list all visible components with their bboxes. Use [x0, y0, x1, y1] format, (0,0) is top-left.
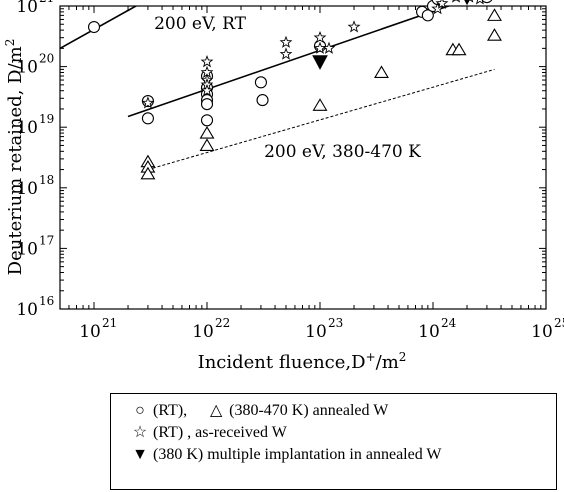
filled-down-triangle-marker-icon: ▼: [132, 446, 148, 463]
legend-label-hot: (380-470 K) annealed W: [229, 402, 389, 419]
legend-label-as-received: (RT) , as-received W: [153, 424, 287, 441]
data-point-star: [475, 0, 484, 5]
legend: ○ (RT), △ (380-470 K) annealed W ☆ (RT) …: [110, 393, 557, 490]
data-point-triangle: [451, 42, 467, 56]
data-point-star: [431, 2, 445, 15]
star-marker-icon: ☆: [132, 424, 148, 441]
x-tick-label-exponent: 24: [441, 316, 457, 330]
data-point-triangle: [312, 98, 328, 111]
y-axis-label: Deuterium retained, D/m2: [3, 39, 26, 276]
y-tick-label-exponent: 17: [39, 233, 54, 247]
y-tick-label: 10: [16, 118, 38, 138]
x-tick-label-exponent: 23: [328, 316, 343, 330]
x-tick-label-exponent: 25: [554, 316, 564, 330]
fit-line-380-470-k-fit: [147, 68, 495, 171]
fit-line-100-: [60, 6, 138, 50]
data-point-triangle: [140, 166, 156, 180]
x-tick-label: 10: [418, 322, 440, 342]
data-point-star: [452, 0, 461, 3]
y-tick-label-exponent: 18: [39, 173, 54, 187]
data-point-circle: [141, 112, 154, 125]
data-point-triangle: [374, 65, 389, 79]
data-point-circle: [200, 98, 214, 111]
data-point-star: [322, 41, 336, 54]
data-point-star: [279, 35, 293, 48]
legend-label-multiple: (380 K) multiple implantation in anneale…: [153, 446, 442, 463]
y-tick-label: 10: [16, 58, 38, 78]
y-tick-label: 10: [16, 0, 38, 17]
x-tick-label-exponent: 22: [215, 316, 230, 330]
x-tick-label: 10: [79, 322, 101, 342]
data-point-circle: [256, 94, 269, 107]
data-point-filled-down-triangle: [464, 0, 470, 6]
annotation-label: 200 eV, 380-470 K: [264, 142, 421, 162]
x-tick-label: 10: [305, 322, 327, 342]
data-point-triangle: [487, 8, 502, 21]
x-tick-label-exponent: 21: [102, 316, 117, 330]
legend-row-annealed: ○ (RT), △ (380-470 K) annealed W: [131, 400, 388, 422]
data-point-triangle: [487, 28, 502, 41]
y-tick-label-exponent: 21: [39, 0, 54, 5]
data-point-circle: [254, 76, 267, 89]
y-tick-label: 10: [16, 239, 38, 259]
data-point-star: [435, 0, 449, 9]
y-tick-label: 10: [16, 300, 38, 320]
data-point-star: [141, 96, 155, 109]
data-point-triangle: [199, 125, 215, 139]
data-point-circle: [421, 9, 434, 22]
data-point-star: [200, 83, 214, 97]
circle-marker-icon: ○: [135, 402, 145, 419]
data-point-circle: [200, 114, 214, 127]
data-point-circle: [87, 20, 101, 34]
legend-label-rt: (RT),: [153, 402, 188, 419]
legend-row-as-received: ☆ (RT) , as-received W: [131, 422, 287, 444]
data-point-circle: [481, 0, 493, 4]
triangle-marker-icon: △: [209, 402, 223, 419]
legend-row-multiple: ▼ (380 K) multiple implantation in annea…: [131, 444, 442, 466]
data-point-star: [347, 20, 361, 33]
data-point-star: [200, 55, 214, 68]
y-tick-label-exponent: 16: [39, 294, 54, 308]
y-tick-label-exponent: 19: [39, 112, 54, 126]
data-point-triangle: [199, 138, 215, 151]
y-tick-label-exponent: 20: [39, 52, 54, 66]
x-tick-label: 10: [531, 322, 553, 342]
data-point-star: [279, 47, 293, 60]
x-tick-label: 10: [192, 322, 214, 342]
data-point-star: [313, 30, 327, 44]
y-tick-label: 10: [16, 179, 38, 199]
annotation-label: 200 eV, RT: [154, 14, 247, 34]
x-axis-label: Incident fluence,D+/m2: [198, 350, 407, 373]
plot-svg: 1021102210231024102510161017101810191020…: [3, 0, 564, 373]
data-point-filled-down-triangle: [312, 55, 328, 70]
